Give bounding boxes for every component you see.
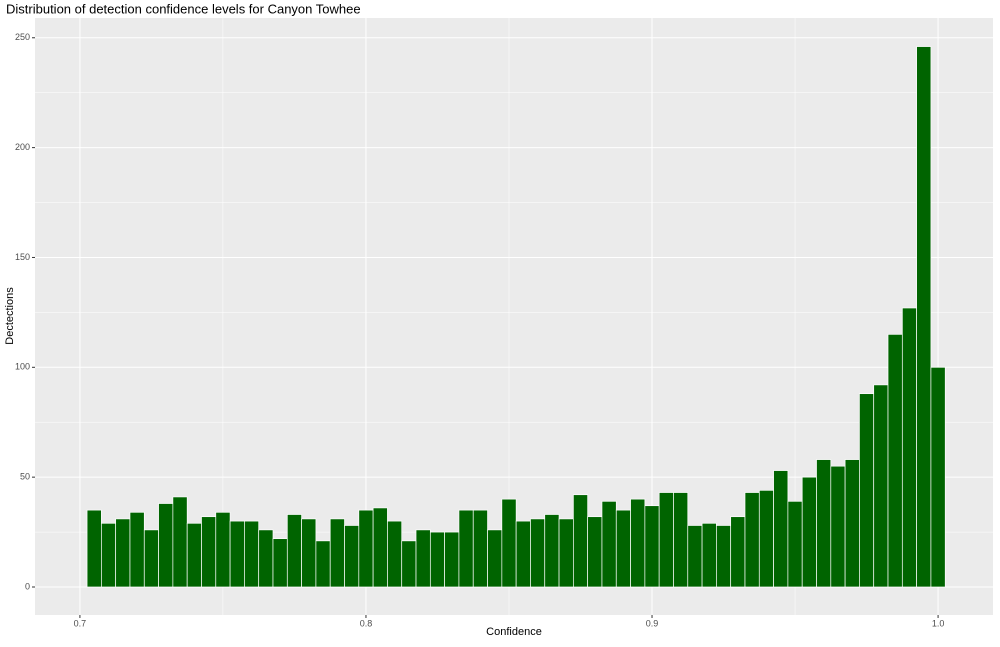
bar — [701, 522, 717, 588]
bar — [615, 509, 631, 588]
bar — [530, 518, 546, 588]
bar — [601, 500, 617, 588]
bar — [558, 518, 574, 588]
bar — [801, 476, 817, 588]
bar — [887, 333, 903, 588]
bar — [787, 500, 803, 588]
bar — [143, 529, 159, 588]
bar — [744, 492, 760, 588]
bar — [673, 492, 689, 588]
chart-title: Distribution of detection confidence lev… — [6, 1, 361, 16]
bar — [916, 46, 932, 588]
x-tick-label: 1.0 — [932, 618, 945, 628]
bar — [501, 498, 517, 588]
x-tick-label: 0.9 — [646, 618, 659, 628]
bar — [172, 496, 188, 588]
bar — [315, 540, 331, 588]
bar — [830, 465, 846, 588]
y-tick-label: 250 — [15, 32, 30, 42]
bar — [387, 520, 403, 588]
bar — [429, 531, 445, 588]
bar — [301, 518, 317, 588]
bar — [630, 498, 646, 588]
y-tick-label: 50 — [20, 472, 30, 482]
bar — [544, 514, 560, 588]
bar — [458, 509, 474, 588]
bar — [587, 516, 603, 588]
bar — [444, 531, 460, 588]
bar — [415, 529, 431, 588]
bar — [129, 511, 145, 588]
bar — [687, 525, 703, 588]
bar — [229, 520, 245, 588]
y-tick-label: 0 — [25, 581, 30, 591]
bar — [730, 516, 746, 588]
bar — [286, 514, 302, 588]
bar — [472, 509, 488, 588]
bar — [658, 492, 674, 588]
bar — [873, 384, 889, 588]
bar — [515, 520, 531, 588]
bar — [773, 470, 789, 588]
bar — [487, 529, 503, 588]
bar — [115, 518, 131, 588]
x-tick-label: 0.8 — [360, 618, 373, 628]
x-tick-label: 0.7 — [74, 618, 87, 628]
bar — [930, 366, 946, 588]
bar — [158, 503, 174, 588]
bar — [329, 518, 345, 588]
bar — [716, 525, 732, 588]
bar — [201, 516, 217, 588]
bar — [901, 307, 917, 588]
y-tick-label: 100 — [15, 362, 30, 372]
bar — [844, 459, 860, 588]
x-axis-label: Confidence — [486, 626, 542, 638]
bar — [272, 538, 288, 588]
bar — [401, 540, 417, 588]
y-tick-label: 200 — [15, 142, 30, 152]
bar — [215, 511, 231, 588]
bar — [244, 520, 260, 588]
bar — [258, 529, 274, 588]
bar — [186, 522, 202, 588]
bar — [644, 505, 660, 588]
y-axis-label: Dectections — [4, 287, 16, 345]
bar — [86, 509, 102, 588]
y-tick-label: 150 — [15, 252, 30, 262]
bar — [816, 459, 832, 588]
bar — [758, 489, 774, 588]
bar — [344, 525, 360, 588]
bar — [358, 509, 374, 588]
bar — [101, 522, 117, 588]
bar — [573, 494, 589, 588]
bar — [372, 507, 388, 588]
bar — [859, 393, 875, 588]
